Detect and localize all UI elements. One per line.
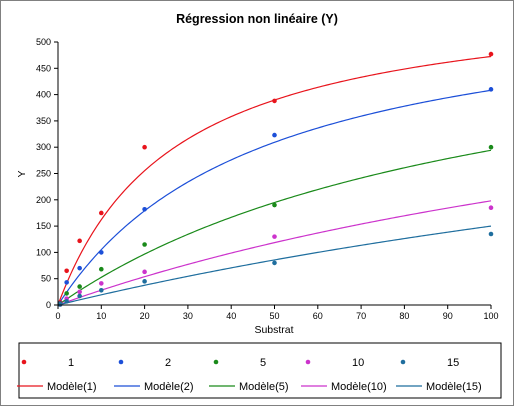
data-point-series-15	[272, 260, 277, 266]
data-point-series-15	[488, 231, 494, 237]
model-curve-2	[57, 89, 492, 306]
legend-marker-15	[400, 359, 406, 365]
x-tick-label: 20	[140, 311, 150, 321]
legend-label-model: Modèle(15)	[426, 381, 482, 393]
x-tick-label: 90	[443, 311, 453, 321]
legend-marker-5	[213, 359, 219, 365]
legend-label-series: 2	[165, 357, 171, 369]
legend-marker-10	[305, 359, 311, 365]
data-point-series-2	[142, 206, 147, 212]
legend-marker-1	[21, 359, 27, 365]
data-point-series-10	[142, 269, 147, 275]
model-curve-1	[57, 55, 492, 306]
data-point-series-5	[142, 242, 147, 247]
plot-area	[57, 51, 494, 307]
data-point-series-1	[272, 98, 277, 104]
legend-label-series: 5	[260, 357, 266, 369]
legend-label-series: 10	[352, 357, 364, 369]
data-point-series-2	[99, 250, 104, 255]
data-point-series-1	[64, 268, 69, 274]
x-tick-label: 60	[313, 311, 323, 321]
data-point-series-1	[99, 210, 104, 216]
model-curve-5	[57, 225, 492, 306]
data-point-series-15	[64, 299, 69, 304]
legend-label-model: Modèle(2)	[144, 381, 194, 393]
data-point-series-1	[77, 238, 82, 244]
model-curve-4	[57, 200, 492, 306]
data-point-series-1	[142, 144, 147, 150]
y-tick-label: 200	[36, 195, 51, 205]
data-point-series-2	[272, 132, 277, 138]
y-tick-label: 350	[36, 116, 51, 126]
legend: 1 2 5 10 15 Modèle(1) Modèle(2) Modèle(5) Modèle…	[17, 342, 502, 399]
legend-label-model: Modèle(1)	[47, 381, 97, 393]
data-point-series-10	[99, 281, 104, 286]
data-point-series-1	[488, 51, 494, 57]
axes: 0 50 100 150 200 250 300 350 400 450 500 0 10 20 30 40 5…	[36, 37, 499, 321]
y-tick-label: 100	[36, 247, 51, 257]
x-tick-label: 0	[55, 311, 60, 321]
x-tick-label: 50	[269, 311, 279, 321]
data-point-series-2	[77, 265, 82, 271]
data-point-series-5	[64, 291, 69, 296]
data-point-series-15	[99, 287, 104, 293]
legend-label-model: Modèle(5)	[239, 381, 289, 393]
model-curve-3	[57, 149, 492, 306]
data-point-series-2	[64, 280, 69, 285]
legend-label-series: 1	[68, 357, 74, 369]
data-point-series-5	[77, 284, 82, 289]
y-tick-label: 450	[36, 63, 51, 73]
data-point-series-5	[488, 144, 494, 150]
legend-marker-2	[118, 359, 124, 365]
x-axis-title: Substrat	[254, 324, 293, 336]
data-point-series-15	[142, 279, 147, 284]
y-tick-label: 150	[36, 221, 51, 231]
y-axis-title: Y	[16, 170, 28, 177]
data-point-series-10	[488, 205, 494, 210]
x-tick-label: 100	[483, 311, 498, 321]
data-point-series-5	[272, 202, 277, 208]
y-tick-label: 50	[41, 274, 51, 284]
x-tick-label: 40	[226, 311, 236, 321]
data-point-series-2	[488, 87, 494, 92]
legend-label-model: Modèle(10)	[331, 381, 387, 393]
y-tick-label: 500	[36, 37, 51, 47]
data-point-series-10	[77, 289, 82, 295]
legend-label-series: 15	[447, 357, 459, 369]
y-tick-label: 300	[36, 142, 51, 152]
chart-title: Régression non linéaire (Y)	[176, 12, 338, 26]
x-tick-label: 80	[399, 311, 409, 321]
data-point-series-15	[57, 302, 63, 307]
x-tick-label: 30	[183, 311, 193, 321]
data-point-series-5	[99, 266, 104, 272]
y-tick-label: 400	[36, 90, 51, 100]
y-tick-label: 250	[36, 169, 51, 179]
x-tick-label: 70	[356, 311, 366, 321]
data-point-series-10	[272, 234, 277, 239]
x-tick-label: 10	[96, 311, 106, 321]
data-point-series-15	[77, 293, 82, 299]
y-tick-label: 0	[46, 300, 51, 310]
legend-box	[18, 342, 502, 399]
